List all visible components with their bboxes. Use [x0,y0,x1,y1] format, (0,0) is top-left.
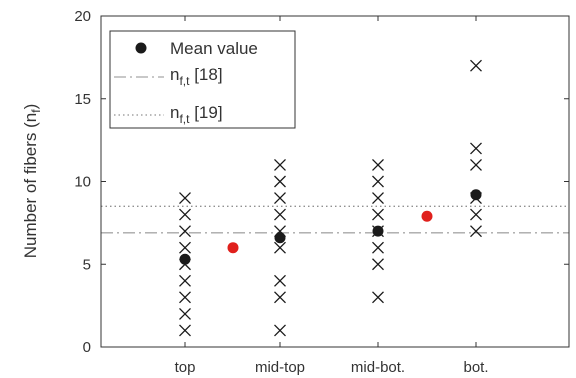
sample-marker [470,208,482,221]
sample-marker [470,158,482,171]
mean-marker [372,225,384,237]
y-axis-label: Number of fibers (nf) [21,104,43,259]
highlight-marker [227,242,239,254]
sample-marker [470,59,482,72]
sample-marker [372,208,384,221]
y-tick-label: 5 [83,256,91,273]
mean-marker [470,189,482,201]
sample-marker [274,241,286,254]
sample-marker [470,142,482,155]
sample-marker [274,291,286,304]
sample-marker [274,324,286,337]
sample-marker [179,225,191,238]
sample-marker [372,241,384,254]
sample-marker [274,158,286,171]
highlight-marker [421,210,433,222]
sample-marker [179,241,191,254]
y-tick-label: 15 [74,91,91,108]
x-tick-label: mid-bot. [351,359,405,376]
sample-marker [179,208,191,221]
mean-marker [179,253,191,265]
sample-marker [372,192,384,205]
legend-label-ref-18: nf,t [18] [170,65,223,88]
x-tick-label: top [175,359,196,376]
sample-marker [179,192,191,205]
sample-marker [179,307,191,320]
sample-marker [179,324,191,337]
sample-marker [372,158,384,171]
sample-marker [274,208,286,221]
y-tick-label: 0 [83,339,91,356]
legend-mean-marker [135,42,147,54]
sample-marker [372,258,384,271]
sample-marker [372,175,384,188]
sample-marker [372,291,384,304]
sample-marker [179,291,191,304]
sample-marker [470,225,482,238]
x-tick-label: mid-top [255,359,305,376]
x-tick-label: bot. [463,359,488,376]
mean-marker [274,232,286,244]
y-tick-label: 10 [74,174,91,191]
sample-marker [274,175,286,188]
legend-label-mean: Mean value [170,39,258,58]
y-tick-label: 20 [74,8,91,25]
sample-marker [179,274,191,287]
legend-label-ref-19: nf,t [19] [170,103,223,126]
sample-marker [274,192,286,205]
sample-marker [274,274,286,287]
